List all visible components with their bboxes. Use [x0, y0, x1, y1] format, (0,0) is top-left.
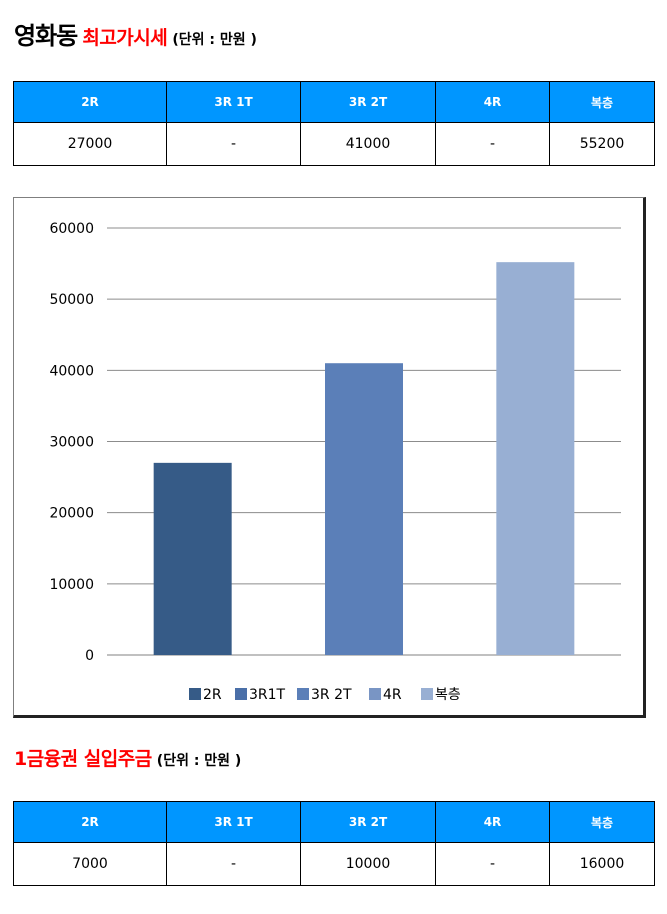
price-value-2r: 27000: [13, 122, 167, 166]
legend-label: 복층: [435, 687, 461, 703]
deposit-header-duplex: 복층: [549, 801, 655, 843]
legend-label: 3R1T: [249, 687, 286, 703]
deposit-header-4r: 4R: [435, 801, 550, 843]
price-table-header-row: 2R 3R 1T 3R 2T 4R 복층: [13, 81, 655, 123]
legend-swatch: [235, 688, 247, 700]
legend-label: 2R: [203, 687, 222, 703]
section1-title: 영화동: [14, 22, 78, 50]
deposit-value-4r: -: [435, 842, 550, 886]
price-value-3r2t: 41000: [300, 122, 436, 166]
legend-label: 3R 2T: [311, 687, 352, 703]
y-tick-label: 0: [85, 648, 94, 664]
price-value-3r1t: -: [166, 122, 301, 166]
y-tick-label: 10000: [49, 577, 94, 593]
y-tick-label: 60000: [49, 221, 94, 237]
price-header-duplex: 복층: [549, 81, 655, 123]
y-tick-label: 20000: [49, 506, 94, 522]
y-tick-label: 50000: [49, 292, 94, 308]
deposit-value-duplex: 16000: [549, 842, 655, 886]
section1-heading: 영화동 최고가시세 (단위 : 만원 ): [14, 16, 257, 51]
deposit-header-2r: 2R: [13, 801, 167, 843]
legend-swatch: [421, 688, 433, 700]
deposit-header-3r2t: 3R 2T: [300, 801, 436, 843]
price-chart-svg: 0 10000 20000 30000 40000 50000 60000 2R 3R1T 3R …: [49, 221, 621, 703]
price-table: 2R 3R 1T 3R 2T 4R 복층 27000 - 41000 - 552…: [13, 81, 655, 166]
deposit-table-header-row: 2R 3R 1T 3R 2T 4R 복층: [13, 801, 655, 843]
deposit-header-3r1t: 3R 1T: [166, 801, 301, 843]
deposit-value-3r1t: -: [166, 842, 301, 886]
section2-heading: 1금융권 실입주금 (단위 : 만원 ): [14, 744, 241, 771]
bar-1: [325, 363, 403, 655]
y-tick-label: 30000: [49, 435, 94, 451]
section1-unit: (단위 : 만원 ): [172, 32, 257, 48]
price-header-3r2t: 3R 2T: [300, 81, 436, 123]
bar-2: [496, 262, 575, 655]
section1-subtitle: 최고가시세: [82, 27, 168, 49]
y-tick-label: 40000: [49, 363, 94, 379]
price-header-4r: 4R: [435, 81, 550, 123]
deposit-value-2r: 7000: [13, 842, 167, 886]
deposit-table: 2R 3R 1T 3R 2T 4R 복층 7000 - 10000 - 1600…: [13, 801, 655, 886]
legend-swatch: [189, 688, 201, 700]
section2-unit: (단위 : 만원 ): [156, 753, 242, 769]
price-value-4r: -: [435, 122, 550, 166]
price-header-2r: 2R: [13, 81, 167, 123]
deposit-table-value-row: 7000 - 10000 - 16000: [13, 842, 655, 886]
price-chart: 0 10000 20000 30000 40000 50000 60000 2R 3R1T 3R …: [13, 197, 646, 718]
legend-swatch: [369, 688, 381, 700]
price-header-3r1t: 3R 1T: [166, 81, 301, 123]
legend-swatch: [297, 688, 309, 700]
legend-label: 4R: [383, 687, 402, 703]
section2-title: 1금융권 실입주금: [14, 748, 152, 770]
bar-0: [153, 462, 232, 655]
price-table-value-row: 27000 - 41000 - 55200: [13, 122, 655, 166]
price-value-duplex: 55200: [549, 122, 655, 166]
deposit-value-3r2t: 10000: [300, 842, 436, 886]
